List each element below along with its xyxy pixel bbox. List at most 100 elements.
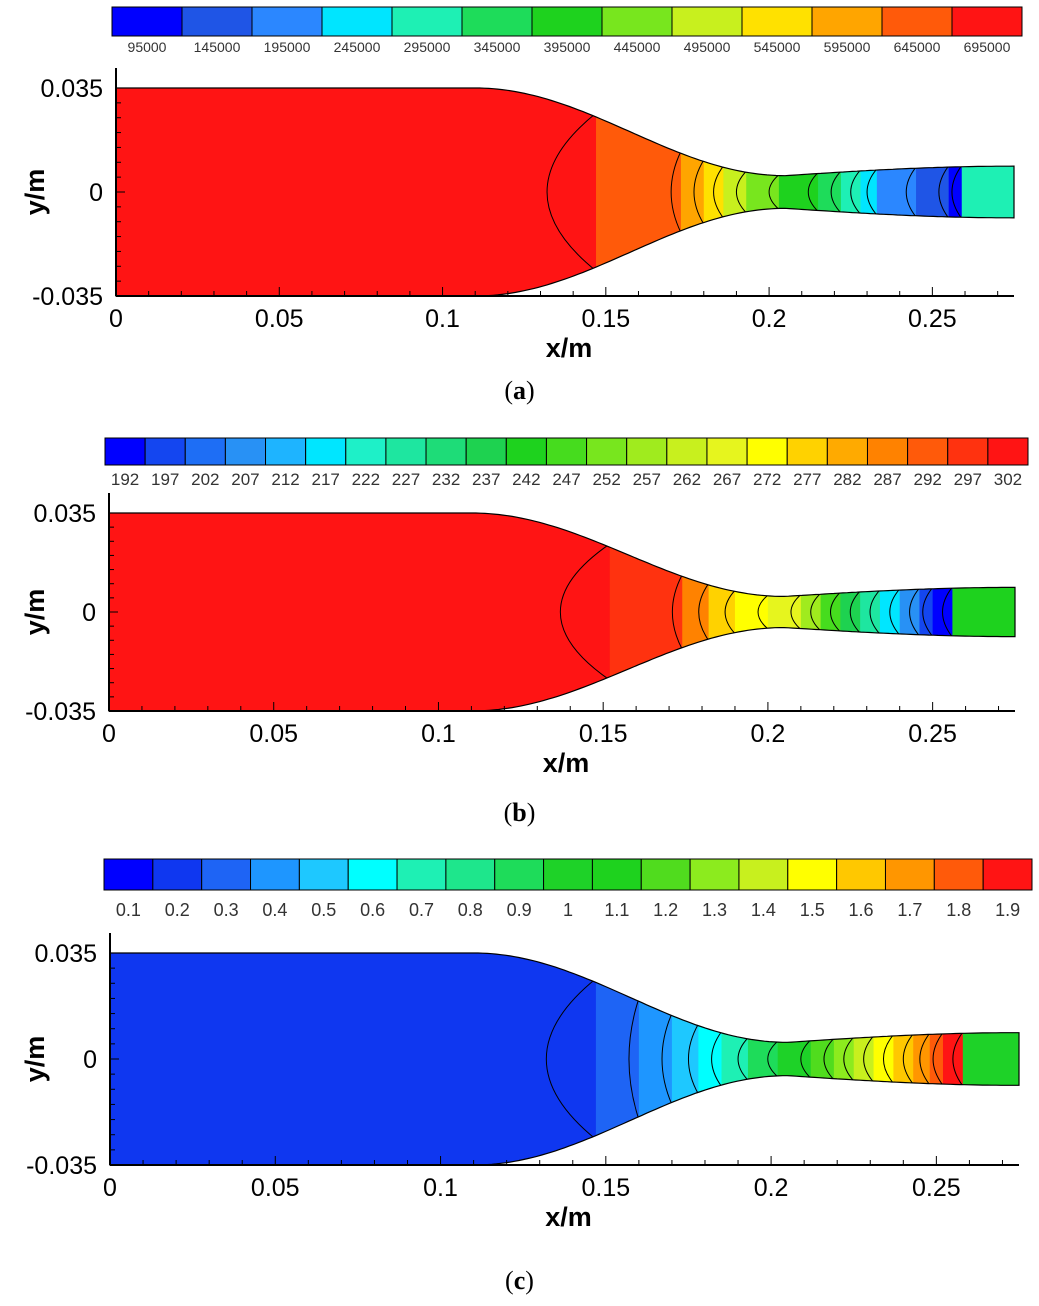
contour-line bbox=[866, 168, 878, 216]
contour-band bbox=[778, 88, 819, 296]
colorbar-label: 242 bbox=[512, 470, 540, 489]
y-tick-label: 0 bbox=[89, 179, 103, 207]
contour-band bbox=[860, 88, 878, 296]
colorbar-label: 292 bbox=[913, 470, 941, 489]
contour-bands bbox=[110, 953, 1019, 1165]
contour-plot-a: 95000 145000 195000 245000 295000 345000 39500… bbox=[20, 6, 1023, 363]
colorbar-swatch bbox=[396, 858, 447, 891]
colorbar-label: 297 bbox=[954, 470, 982, 489]
colorbar-swatch bbox=[591, 858, 642, 891]
colorbar-label: 0.4 bbox=[262, 900, 287, 920]
contour-line bbox=[546, 978, 597, 1140]
x-tick-label: 0.1 bbox=[423, 1174, 458, 1202]
colorbar-swatch bbox=[545, 437, 588, 466]
contour-line bbox=[830, 170, 842, 214]
contour-band bbox=[929, 953, 944, 1165]
colorbar-swatch bbox=[391, 6, 463, 37]
colorbar-label: 207 bbox=[231, 470, 259, 489]
caption-a: (a) bbox=[504, 376, 535, 405]
colorbar-swatch bbox=[826, 437, 868, 466]
colorbar-swatch bbox=[881, 6, 953, 37]
contour-line bbox=[546, 112, 597, 272]
colorbar-label: 345000 bbox=[474, 39, 521, 55]
colorbar-label: 1.2 bbox=[653, 900, 678, 920]
colorbar-swatch bbox=[933, 858, 984, 891]
contour-band bbox=[723, 88, 747, 296]
contour-line bbox=[902, 1033, 914, 1085]
contour-band bbox=[876, 88, 917, 296]
contour-line bbox=[849, 590, 861, 634]
contour-line bbox=[810, 592, 821, 632]
colorbar-swatch bbox=[201, 858, 252, 891]
contour-band bbox=[609, 513, 683, 711]
contour-line bbox=[671, 574, 683, 650]
contour-band bbox=[818, 88, 842, 296]
y-axis-label: y/m bbox=[20, 1036, 50, 1083]
colorbar-label: 1.3 bbox=[702, 900, 727, 920]
colorbar-label: 272 bbox=[753, 470, 781, 489]
x-tick-label: 0.1 bbox=[421, 720, 456, 748]
x-tick-label: 0.15 bbox=[579, 720, 628, 748]
contour-line bbox=[951, 165, 963, 219]
contour-line bbox=[670, 151, 682, 233]
y-axis-label: y/m bbox=[20, 169, 50, 216]
colorbar-label: 1.7 bbox=[897, 900, 922, 920]
contour-line bbox=[724, 590, 736, 634]
contour-band bbox=[777, 953, 812, 1165]
colorbar-swatch bbox=[671, 6, 743, 37]
colorbar-swatch bbox=[787, 858, 838, 891]
colorbar-swatch bbox=[836, 858, 886, 891]
contour-line bbox=[661, 1013, 673, 1105]
colorbar-label: 245000 bbox=[334, 39, 381, 55]
colorbar-label: 227 bbox=[392, 470, 420, 489]
contour-line bbox=[800, 1039, 812, 1079]
y-axis-label: y/m bbox=[20, 589, 50, 636]
colorbar-swatch bbox=[982, 858, 1033, 891]
colorbar-label: 695000 bbox=[964, 39, 1011, 55]
contour-band bbox=[961, 88, 1014, 296]
contour-line bbox=[790, 594, 802, 630]
colorbar-swatch bbox=[265, 437, 307, 466]
colorbar-swatch bbox=[104, 437, 146, 466]
x-tick-label: 0.25 bbox=[908, 720, 957, 748]
colorbar-label: 0.2 bbox=[165, 900, 190, 920]
contour-band bbox=[913, 953, 931, 1165]
colorbar-swatch bbox=[951, 6, 1023, 37]
colorbar-label: 395000 bbox=[544, 39, 591, 55]
contour-line bbox=[735, 170, 747, 214]
colorbar-swatch bbox=[543, 858, 593, 891]
contour-line bbox=[869, 589, 881, 635]
colorbar-label: 495000 bbox=[684, 39, 731, 55]
colorbar-label: 287 bbox=[873, 470, 901, 489]
colorbar-label: 1.9 bbox=[995, 900, 1020, 920]
contour-line bbox=[863, 1035, 874, 1083]
contour-line bbox=[850, 169, 861, 215]
colorbar-label: 595000 bbox=[824, 39, 871, 55]
contour-line bbox=[560, 543, 611, 681]
colorbar-label: 252 bbox=[592, 470, 620, 489]
colorbar-label: 212 bbox=[271, 470, 299, 489]
colorbar-label: 0.5 bbox=[311, 900, 336, 920]
x-tick-label: 0.05 bbox=[251, 1174, 300, 1202]
colorbar-swatch bbox=[184, 437, 226, 466]
colorbar-label: 232 bbox=[432, 470, 460, 489]
contour-plot-c: 0.1 0.2 0.3 0.4 0.5 0.6 0.7 0.8 0.9 1 1.1 1.2 1.3 1.4… bbox=[20, 858, 1033, 1232]
colorbar-swatch bbox=[947, 437, 989, 466]
contour-band bbox=[747, 953, 779, 1165]
colorbar-label: 197 bbox=[151, 470, 179, 489]
contour-band bbox=[698, 953, 723, 1165]
x-axis-label: x/m bbox=[546, 333, 593, 363]
colorbar-swatch bbox=[305, 437, 347, 466]
y-tick-label: 0 bbox=[82, 599, 96, 627]
contour-line bbox=[823, 1038, 835, 1080]
colorbar-swatch bbox=[181, 6, 253, 37]
contour-line bbox=[919, 1032, 931, 1086]
caption-b: (b) bbox=[503, 798, 536, 827]
colorbar-swatch bbox=[689, 858, 740, 891]
colorbar-label: 95000 bbox=[128, 39, 167, 55]
colorbar-label: 267 bbox=[713, 470, 741, 489]
colorbar-label: 222 bbox=[352, 470, 380, 489]
colorbar-swatch bbox=[425, 437, 467, 466]
contour-band bbox=[962, 953, 1019, 1165]
